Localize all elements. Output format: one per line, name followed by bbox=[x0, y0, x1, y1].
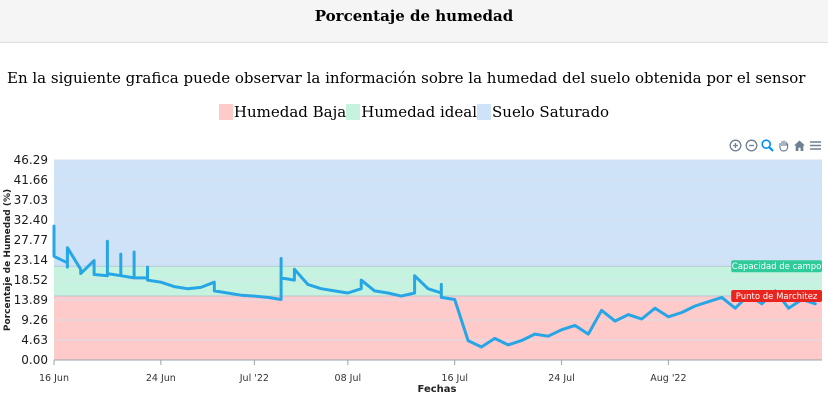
legend-swatch-low bbox=[218, 104, 233, 120]
legend-label-saturated: Suelo Saturado bbox=[492, 103, 610, 121]
zoom-selection-icon[interactable] bbox=[760, 138, 774, 152]
annotation-0: Capacidad de campo bbox=[731, 260, 822, 273]
legend-label-ideal: Humedad ideal bbox=[361, 103, 478, 121]
y-tick-label: 27.77 bbox=[14, 233, 48, 247]
y-tick-label: 4.63 bbox=[21, 333, 48, 347]
page-description: En la siguiente grafica puede observar l… bbox=[7, 69, 806, 87]
humidity-bands bbox=[54, 160, 822, 360]
y-tick-label: 0.00 bbox=[21, 353, 48, 367]
x-tick-label: 24 Jun bbox=[146, 373, 176, 384]
legend-item-saturated[interactable]: Suelo Saturado bbox=[477, 103, 609, 121]
band-2 bbox=[54, 160, 822, 267]
y-tick-label: 9.26 bbox=[21, 313, 48, 327]
x-tick-label: 16 Jul bbox=[441, 373, 468, 384]
x-tick-label: 08 Jul bbox=[335, 373, 362, 384]
y-tick-label: 41.66 bbox=[14, 173, 48, 187]
legend-item-low[interactable]: Humedad Baja bbox=[218, 103, 347, 121]
page-title: Porcentaje de humedad bbox=[314, 7, 514, 25]
x-tick-label: Aug '22 bbox=[650, 373, 686, 384]
y-tick-label: 37.03 bbox=[14, 193, 48, 207]
y-tick-label: 46.29 bbox=[14, 153, 48, 167]
zoom-out-icon[interactable] bbox=[744, 138, 758, 152]
x-tick-label: Jul '22 bbox=[239, 373, 269, 384]
y-tick-label: 13.89 bbox=[14, 293, 48, 307]
page-header: Porcentaje de humedad bbox=[0, 0, 828, 43]
x-axis-ticks: 16 Jun 24 Jun Jul '22 08 Jul 16 Jul 24 Jul Aug… bbox=[39, 359, 822, 384]
annotation-label: Capacidad de campo bbox=[732, 262, 822, 272]
series-line-0 bbox=[52, 224, 817, 349]
annotation-label: Punto de Marchitez bbox=[736, 292, 818, 302]
legend-label-low: Humedad Baja bbox=[233, 103, 347, 121]
zoom-in-icon[interactable] bbox=[728, 138, 742, 152]
annotation-1: Punto de Marchitez bbox=[731, 290, 822, 303]
pan-hand-icon[interactable] bbox=[776, 138, 790, 152]
y-tick-label: 32.40 bbox=[14, 213, 48, 227]
y-axis-ticks: 46.29 41.66 37.03 32.40 27.77 23.14 18.52 13.89… bbox=[14, 153, 48, 367]
y-tick-label: 23.14 bbox=[14, 253, 48, 267]
chart-toolbar bbox=[728, 138, 822, 152]
humidity-series bbox=[52, 224, 817, 349]
y-axis-title: Porcentaje de Humedad (%) bbox=[3, 189, 13, 331]
x-axis-title: Fechas bbox=[418, 384, 457, 395]
annotation-box bbox=[731, 260, 822, 273]
legend-swatch-saturated bbox=[477, 104, 492, 120]
band-0 bbox=[54, 296, 822, 360]
x-tick-label: 16 Jun bbox=[39, 373, 69, 384]
menu-icon[interactable] bbox=[808, 138, 822, 152]
y-tick-label: 18.52 bbox=[14, 273, 48, 287]
home-reset-icon[interactable] bbox=[792, 138, 806, 152]
chart-legend: Humedad Baja Humedad ideal Suelo Saturad… bbox=[0, 103, 828, 121]
legend-swatch-ideal bbox=[346, 104, 361, 120]
annotation-box bbox=[731, 290, 822, 303]
x-tick-label: 24 Jul bbox=[548, 373, 575, 384]
threshold-annotations: Capacidad de campo Punto de Marchitez bbox=[731, 260, 822, 303]
legend-item-ideal[interactable]: Humedad ideal bbox=[346, 103, 477, 121]
